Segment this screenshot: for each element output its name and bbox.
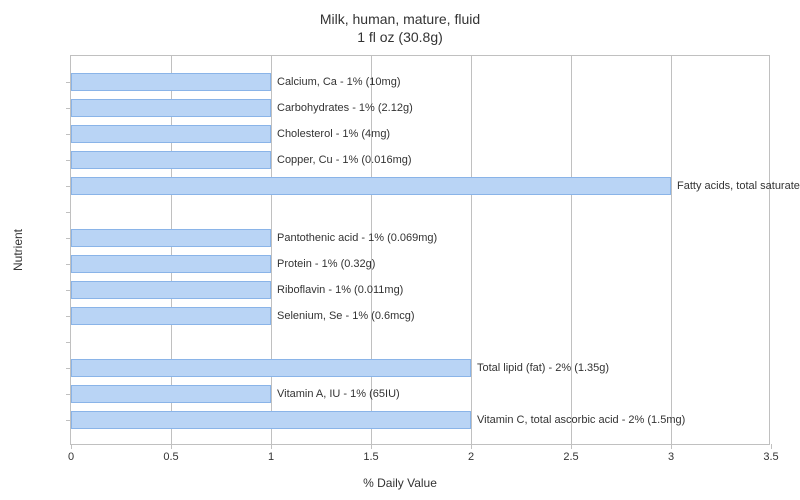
- nutrient-bar: [71, 151, 271, 170]
- nutrient-bar: [71, 385, 271, 404]
- gridline: [671, 56, 672, 444]
- nutrient-bar-label: Cholesterol - 1% (4mg): [277, 125, 390, 144]
- y-tick: [66, 264, 71, 265]
- plot-area: 00.511.522.533.5Calcium, Ca - 1% (10mg)C…: [70, 55, 770, 445]
- y-tick: [66, 134, 71, 135]
- y-tick: [66, 186, 71, 187]
- y-tick: [66, 238, 71, 239]
- y-tick: [66, 108, 71, 109]
- y-tick: [66, 212, 71, 213]
- x-tick-label: 1: [268, 451, 274, 463]
- y-tick: [66, 368, 71, 369]
- x-tick-label: 1.5: [363, 451, 378, 463]
- nutrient-bar: [71, 411, 471, 430]
- nutrient-chart: Milk, human, mature, fluid 1 fl oz (30.8…: [0, 0, 800, 500]
- x-tick: [71, 444, 72, 449]
- nutrient-bar-label: Total lipid (fat) - 2% (1.35g): [477, 359, 609, 378]
- x-tick-label: 3: [668, 451, 674, 463]
- x-tick: [571, 444, 572, 449]
- nutrient-bar: [71, 307, 271, 326]
- y-tick: [66, 82, 71, 83]
- nutrient-bar: [71, 359, 471, 378]
- y-tick: [66, 420, 71, 421]
- nutrient-bar-label: Protein - 1% (0.32g): [277, 255, 375, 274]
- x-tick-label: 0.5: [163, 451, 178, 463]
- nutrient-bar-label: Pantothenic acid - 1% (0.069mg): [277, 229, 437, 248]
- x-tick-label: 3.5: [763, 451, 778, 463]
- y-axis-label: Nutrient: [11, 229, 25, 271]
- chart-title-line1: Milk, human, mature, fluid: [0, 10, 800, 28]
- nutrient-bar: [71, 125, 271, 144]
- y-tick: [66, 342, 71, 343]
- nutrient-bar-label: Vitamin A, IU - 1% (65IU): [277, 385, 400, 404]
- nutrient-bar: [71, 99, 271, 118]
- nutrient-bar-label: Fatty acids, total saturated - 3% (0.619…: [677, 177, 800, 196]
- nutrient-bar-label: Selenium, Se - 1% (0.6mcg): [277, 307, 415, 326]
- x-tick: [371, 444, 372, 449]
- nutrient-bar-label: Calcium, Ca - 1% (10mg): [277, 73, 400, 92]
- nutrient-bar-label: Riboflavin - 1% (0.011mg): [277, 281, 403, 300]
- x-tick: [771, 444, 772, 449]
- nutrient-bar: [71, 229, 271, 248]
- x-tick-label: 2.5: [563, 451, 578, 463]
- x-tick-label: 0: [68, 451, 74, 463]
- y-tick: [66, 316, 71, 317]
- gridline: [571, 56, 572, 444]
- x-tick-label: 2: [468, 451, 474, 463]
- gridline: [271, 56, 272, 444]
- y-tick: [66, 394, 71, 395]
- y-tick: [66, 160, 71, 161]
- y-tick: [66, 290, 71, 291]
- nutrient-bar: [71, 73, 271, 92]
- x-tick: [271, 444, 272, 449]
- nutrient-bar: [71, 255, 271, 274]
- x-axis-label: % Daily Value: [363, 476, 437, 490]
- nutrient-bar: [71, 177, 671, 196]
- chart-title-block: Milk, human, mature, fluid 1 fl oz (30.8…: [0, 0, 800, 46]
- nutrient-bar-label: Vitamin C, total ascorbic acid - 2% (1.5…: [477, 411, 685, 430]
- x-tick: [671, 444, 672, 449]
- nutrient-bar: [71, 281, 271, 300]
- nutrient-bar-label: Carbohydrates - 1% (2.12g): [277, 99, 413, 118]
- gridline: [471, 56, 472, 444]
- nutrient-bar-label: Copper, Cu - 1% (0.016mg): [277, 151, 412, 170]
- x-tick: [471, 444, 472, 449]
- chart-title-line2: 1 fl oz (30.8g): [0, 28, 800, 46]
- x-tick: [171, 444, 172, 449]
